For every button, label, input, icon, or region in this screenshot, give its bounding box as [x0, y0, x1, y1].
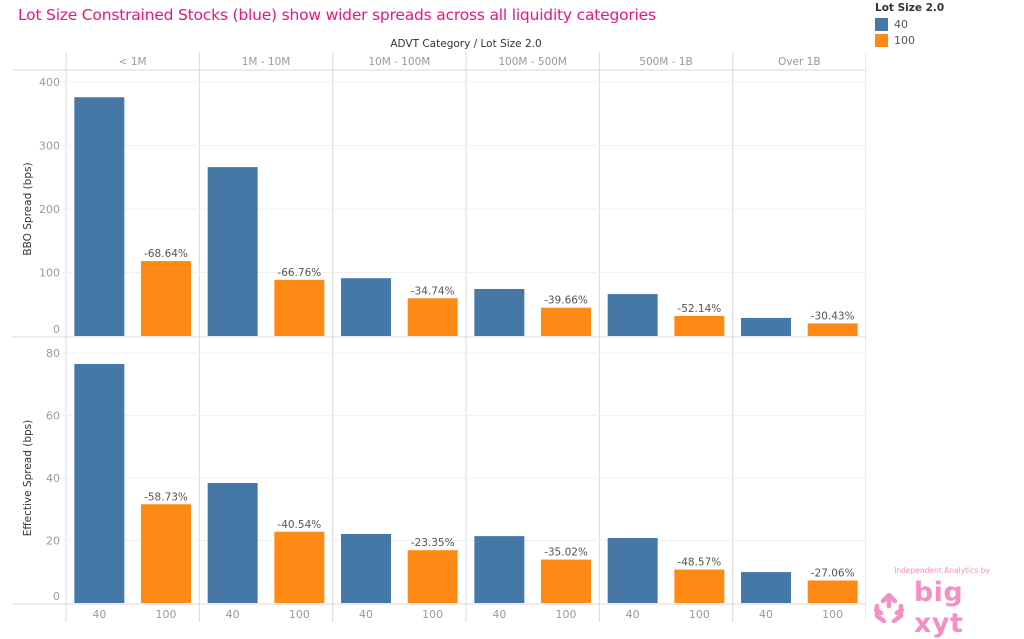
- bar-40: [207, 483, 258, 603]
- legend-swatch-100: [875, 33, 888, 47]
- bar-40: [341, 278, 391, 336]
- x-tick-label: 40: [92, 608, 106, 621]
- bar-40: [741, 317, 791, 336]
- bar-100: [141, 504, 191, 603]
- legend-label: 100: [894, 33, 915, 47]
- y-tick-label: 40: [46, 472, 60, 485]
- bar-40: [741, 572, 791, 603]
- bar-annotation: -23.35%: [411, 537, 455, 549]
- bar-40: [474, 289, 525, 336]
- bar-100: [541, 559, 591, 603]
- y-tick-label: 0: [53, 590, 60, 603]
- legend-title: Lot Size 2.0: [875, 2, 945, 14]
- x-tick-label: 100: [156, 608, 177, 621]
- cube-arrows-icon: [873, 592, 905, 624]
- category-header: 10M - 100M: [368, 56, 430, 68]
- bar-annotation: -68.64%: [144, 248, 188, 260]
- bar-40: [207, 167, 258, 336]
- category-header: 500M - 1B: [639, 56, 692, 68]
- bar-100: [674, 569, 725, 603]
- legend-item-100[interactable]: 100: [875, 32, 944, 48]
- chart: ADVT Category / Lot Size 2.0 < 1M 1M - 10M…: [12, 38, 866, 622]
- bar-100: [407, 298, 458, 336]
- x-tick-label: 100: [422, 608, 443, 621]
- bar-annotation: -58.73%: [144, 491, 188, 503]
- x-tick-label: 100: [689, 608, 710, 621]
- bar-100: [274, 279, 325, 336]
- column-header-title: ADVT Category / Lot Size 2.0: [390, 38, 541, 50]
- bar-annotation: -30.43%: [811, 310, 855, 322]
- bar-100: [807, 580, 858, 603]
- bar-annotation: -40.54%: [277, 519, 321, 531]
- y-tick-label: 20: [46, 535, 60, 548]
- y-tick-label: 0: [53, 323, 60, 336]
- logo-tagline: Independent Analytics by: [894, 566, 990, 575]
- legend-item-40[interactable]: 40: [875, 16, 944, 32]
- y-tick-label: 100: [39, 267, 60, 280]
- y-axis-label: BBO Spread (bps): [22, 162, 34, 255]
- bar-100: [674, 315, 725, 336]
- x-tick-label: 40: [226, 608, 240, 621]
- bar-40: [607, 538, 658, 603]
- legend-swatch-40: [875, 17, 888, 31]
- y-tick-label: 300: [39, 140, 60, 153]
- bar-100: [141, 261, 191, 336]
- legend: Lot Size 2.0 40 100: [875, 2, 944, 48]
- bar-40: [607, 294, 658, 336]
- bar-annotation: -52.14%: [677, 303, 721, 315]
- legend-label: 40: [894, 17, 908, 31]
- x-tick-label: 40: [359, 608, 373, 621]
- category-header: Over 1B: [778, 56, 820, 68]
- category-header: 1M - 10M: [242, 56, 291, 68]
- bar-100: [407, 550, 458, 603]
- category-header: < 1M: [119, 56, 147, 68]
- bar-40: [474, 536, 525, 603]
- bar-annotation: -48.57%: [677, 557, 721, 569]
- x-tick-label: 100: [556, 608, 577, 621]
- y-tick-label: 200: [39, 203, 60, 216]
- y-tick-label: 80: [46, 347, 60, 360]
- bar-100: [541, 307, 591, 336]
- bar-annotation: -35.02%: [544, 547, 588, 559]
- y-tick-label: 60: [46, 410, 60, 423]
- logo-name: big xyt: [913, 577, 964, 639]
- logo: Independent Analytics by big xyt: [872, 566, 1022, 639]
- y-axis-label: Effective Spread (bps): [22, 420, 34, 536]
- bar-100: [274, 531, 325, 603]
- bar-40: [341, 533, 391, 603]
- bar-annotation: -34.74%: [411, 285, 455, 297]
- category-header: 100M - 500M: [498, 56, 567, 68]
- bar-40: [74, 363, 125, 603]
- y-tick-label: 400: [39, 76, 60, 89]
- x-tick-label: 40: [626, 608, 640, 621]
- bar-annotation: -27.06%: [811, 568, 855, 580]
- x-tick-label: 40: [492, 608, 506, 621]
- bar-100: [807, 323, 858, 336]
- bar-40: [74, 97, 125, 337]
- x-tick-label: 40: [759, 608, 773, 621]
- chart-title: Lot Size Constrained Stocks (blue) show …: [18, 6, 656, 24]
- bar-annotation: -39.66%: [544, 295, 588, 307]
- x-tick-label: 100: [822, 608, 843, 621]
- bar-annotation: -66.76%: [277, 267, 321, 279]
- x-tick-label: 100: [289, 608, 310, 621]
